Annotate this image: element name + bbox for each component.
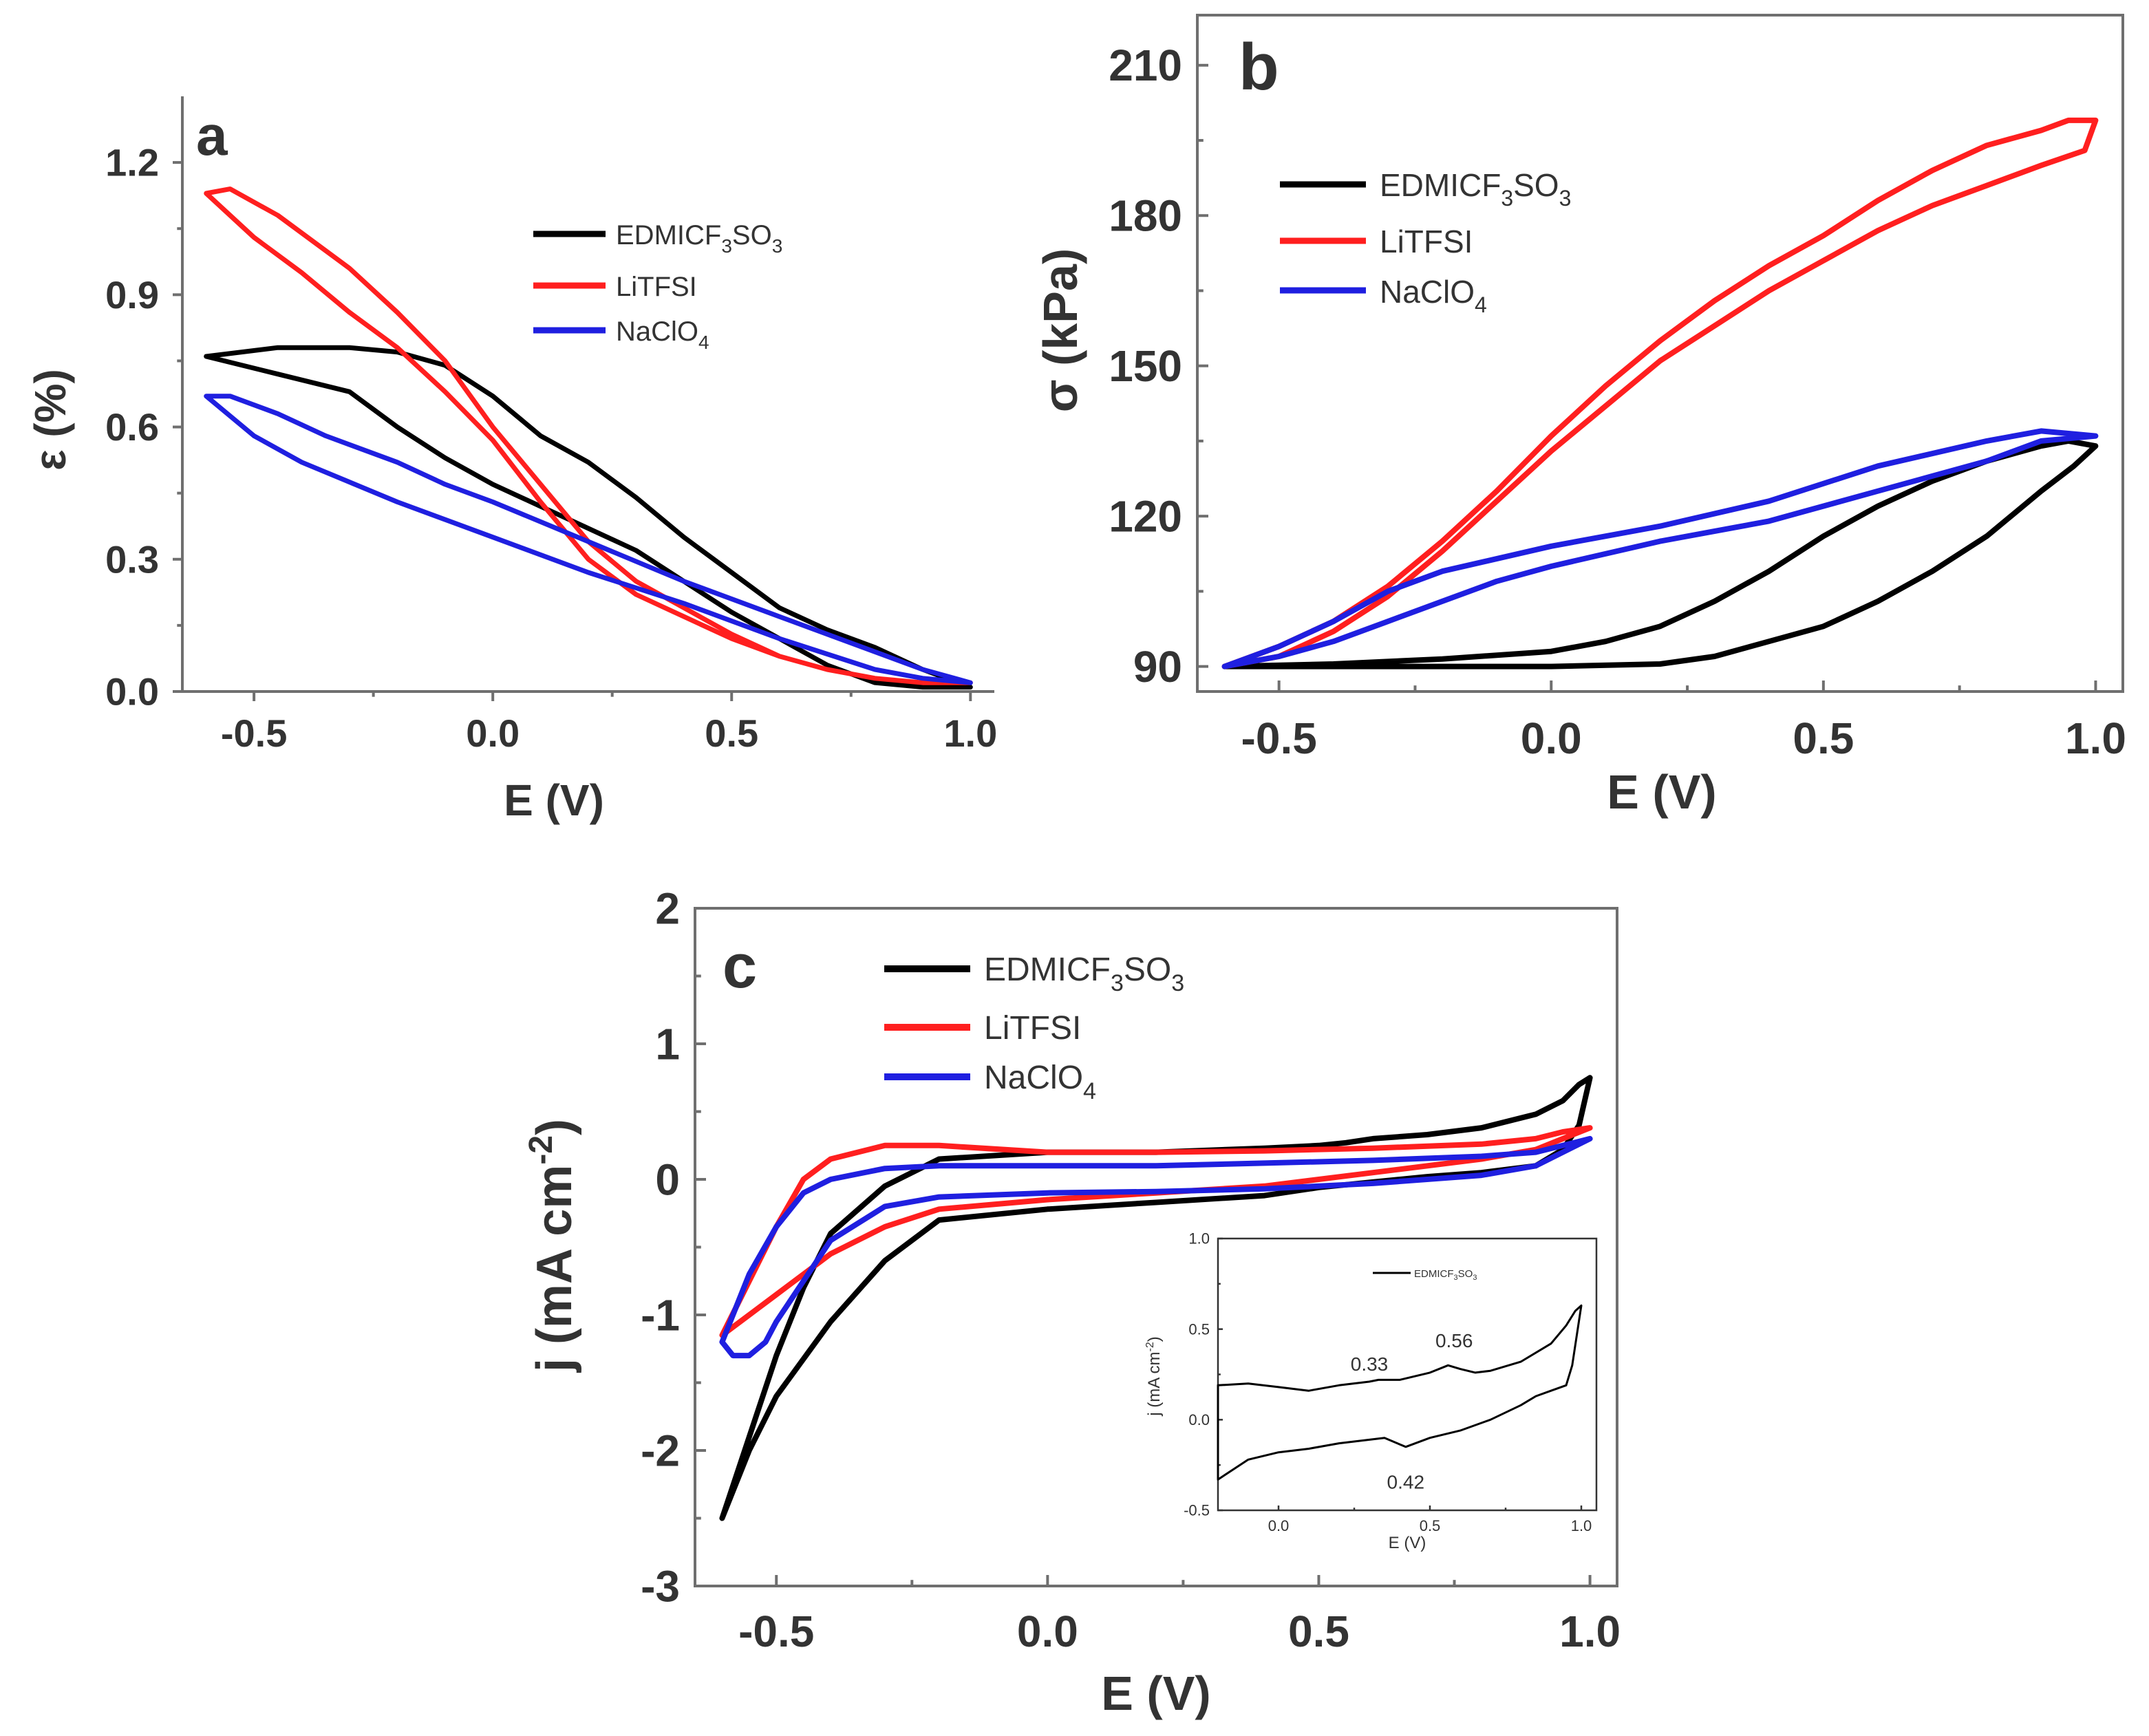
panel-c-ytick-label-0: -3 bbox=[641, 1561, 680, 1611]
panel-a-letter: a bbox=[196, 105, 228, 167]
legend-a-edmi-label: EDMICF3SO3 bbox=[616, 220, 782, 257]
panel-c-xlabel: E (V) bbox=[1101, 1667, 1210, 1720]
panel-b-series-naclo4 bbox=[1221, 428, 2099, 669]
panel-a-ytick-label-0: 0.0 bbox=[105, 670, 159, 714]
panel-c: -0.5 0.0 0.5 1.0 -3 -2 -1 0 1 2 c E (V) j (mA cm-… bbox=[523, 883, 1621, 1720]
panel-c-xtick-label-3: 1.0 bbox=[1559, 1607, 1621, 1656]
panel-b-ytick-label-0: 90 bbox=[1133, 642, 1182, 692]
panel-c-ticks: -0.5 0.0 0.5 1.0 -3 -2 -1 0 1 2 bbox=[641, 883, 1621, 1656]
inset-ytick-label-2: 0.5 bbox=[1188, 1320, 1210, 1338]
panel-c-frame bbox=[694, 907, 1618, 1587]
legend-a-naclo4-label: NaClO4 bbox=[616, 317, 709, 353]
inset-ticks: 0.0 0.5 1.0 -0.5 0.0 0.5 1.0 bbox=[1184, 1230, 1592, 1534]
panel-b: -0.5 0.0 0.5 1.0 90 120 150 180 210 b E (V) σ (k… bbox=[1034, 14, 2126, 819]
panel-a-ytick-label-4: 1.2 bbox=[105, 141, 159, 184]
inset-ytick-label-3: 1.0 bbox=[1188, 1230, 1210, 1247]
panel-c-xtick-label-1: 0.0 bbox=[1017, 1607, 1078, 1656]
panel-c-curves bbox=[719, 1075, 1593, 1521]
inset-ytick-label-0: -0.5 bbox=[1184, 1502, 1210, 1519]
panel-a-legend: EDMICF3SO3 LiTFSI NaClO4 bbox=[533, 220, 782, 353]
inset-annotations: 0.33 0.56 0.42 bbox=[1351, 1330, 1473, 1492]
legend-c-naclo4-label: NaClO4 bbox=[984, 1060, 1096, 1104]
panel-c-series-litfsi bbox=[719, 1125, 1593, 1338]
panel-c-inset: 0.0 0.5 1.0-0.50.00.51.0 EDMICF3SO3 E (V) … bbox=[1144, 1230, 1598, 1552]
panel-b-xtick-label-2: 0.5 bbox=[1793, 714, 1854, 763]
panel-a-xtick-label-1: 0.0 bbox=[466, 711, 520, 755]
legend-c-edmi-label: EDMICF3SO3 bbox=[984, 952, 1184, 996]
panel-a-series-naclo4 bbox=[204, 394, 973, 685]
inset-annotation-2: 0.42 bbox=[1387, 1471, 1425, 1492]
panel-a-xtick-label-2: 0.5 bbox=[705, 711, 758, 755]
inset-ylabel: j (mA cm-2) bbox=[1144, 1336, 1164, 1417]
panel-c-ylabel: j (mA cm-2) bbox=[523, 1119, 582, 1373]
panel-b-ticks: -0.5 0.0 0.5 1.0 90 120 150 180 210 bbox=[1109, 41, 2126, 763]
inset-xlabel: E (V) bbox=[1389, 1534, 1426, 1552]
inset-ytick-label-1: 0.0 bbox=[1188, 1411, 1210, 1428]
panel-b-frame bbox=[1196, 14, 2124, 693]
inset-annotation-0: 0.33 bbox=[1351, 1353, 1389, 1375]
panel-b-ytick-label-1: 120 bbox=[1109, 492, 1182, 542]
panel-a-ytick-label-1: 0.3 bbox=[105, 537, 159, 581]
panel-b-ytick-label-2: 150 bbox=[1109, 341, 1182, 391]
panel-a-ticks: -0.5 0.0 0.5 1.0 0.0 0.3 0.6 0.9 1.2 bbox=[105, 141, 997, 755]
panel-c-ytick-label-5: 2 bbox=[655, 883, 680, 933]
panel-c-letter: c bbox=[723, 932, 757, 1001]
panel-a-ylabel: ε (%) bbox=[25, 369, 75, 471]
panel-c-series-naclo4 bbox=[719, 1135, 1593, 1359]
panel-c-ytick-label-4: 1 bbox=[655, 1019, 680, 1069]
panel-b-xtick-label-0: -0.5 bbox=[1241, 714, 1317, 763]
panel-b-series-litfsi bbox=[1221, 117, 2099, 669]
panel-b-ytick-label-3: 180 bbox=[1109, 191, 1182, 241]
panel-a-xtick-label-3: 1.0 bbox=[943, 711, 997, 755]
panel-b-ylabel: σ (kPa) bbox=[1034, 248, 1087, 413]
panel-a-xlabel: E (V) bbox=[504, 775, 604, 825]
inset-annotation-1: 0.56 bbox=[1435, 1330, 1473, 1351]
legend-b-litfsi-label: LiTFSI bbox=[1380, 224, 1473, 259]
panel-c-ytick-label-1: -2 bbox=[641, 1426, 680, 1475]
legend-b-naclo4-label: NaClO4 bbox=[1380, 274, 1487, 317]
panel-b-xtick-label-1: 0.0 bbox=[1521, 714, 1582, 763]
panel-b-xlabel: E (V) bbox=[1607, 765, 1716, 819]
legend-b-edmi-label: EDMICF3SO3 bbox=[1380, 167, 1571, 211]
legend-a-litfsi-label: LiTFSI bbox=[616, 272, 697, 302]
panel-a-curves bbox=[204, 186, 973, 690]
inset-frame bbox=[1217, 1237, 1598, 1512]
panel-b-letter: b bbox=[1239, 30, 1279, 104]
inset-xtick-label-0: 0.0 bbox=[1268, 1517, 1290, 1534]
panel-b-legend: EDMICF3SO3 LiTFSI NaClO4 bbox=[1280, 167, 1571, 317]
panel-a-ytick-label-3: 0.9 bbox=[105, 273, 159, 317]
panel-c-legend: EDMICF3SO3 LiTFSI NaClO4 bbox=[884, 952, 1184, 1104]
inset-xtick-label-2: 1.0 bbox=[1571, 1517, 1592, 1534]
inset-curves bbox=[1217, 1304, 1583, 1481]
inset-series-edmicf3so3 bbox=[1217, 1304, 1583, 1481]
panel-b-curves bbox=[1221, 117, 2099, 669]
panel-b-ytick-label-4: 210 bbox=[1109, 41, 1182, 90]
panel-c-ytick-label-2: -1 bbox=[641, 1290, 680, 1340]
inset-legend-label: EDMICF3SO3 bbox=[1414, 1268, 1477, 1282]
panel-a-ytick-label-2: 0.6 bbox=[105, 405, 159, 449]
panel-b-series-edmicf3so3 bbox=[1221, 438, 2099, 669]
panel-c-ytick-label-3: 0 bbox=[655, 1155, 680, 1204]
legend-c-litfsi-label: LiTFSI bbox=[984, 1010, 1081, 1047]
panel-c-xtick-label-0: -0.5 bbox=[738, 1607, 814, 1656]
panel-a: -0.5 0.0 0.5 1.0 0.0 0.3 0.6 0.9 1.2 a E (V) ε (… bbox=[25, 96, 997, 825]
panel-a-series-edmicf3so3 bbox=[204, 345, 973, 690]
panel-b-xtick-label-3: 1.0 bbox=[2065, 714, 2126, 763]
panel-c-xtick-label-2: 0.5 bbox=[1288, 1607, 1349, 1656]
panel-a-xtick-label-0: -0.5 bbox=[221, 711, 288, 755]
inset-xtick-label-1: 0.5 bbox=[1420, 1517, 1441, 1534]
